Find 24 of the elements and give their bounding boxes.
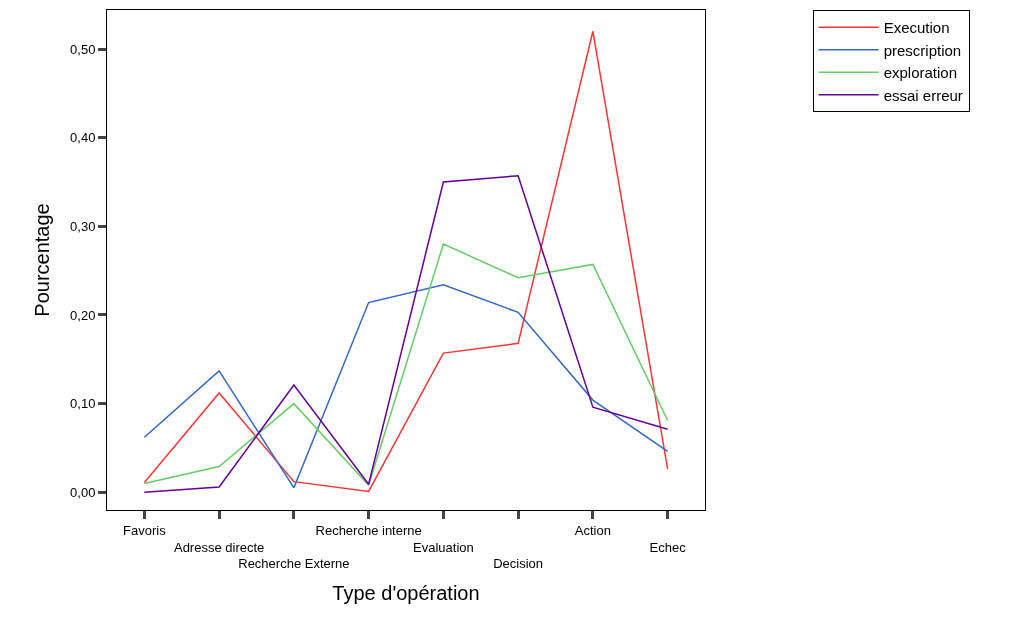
x-tick-label: Adresse directe: [173, 539, 265, 555]
legend-label: prescription: [883, 41, 962, 59]
y-tick-label: 0,00: [70, 484, 96, 500]
legend-label: exploration: [883, 64, 958, 82]
legend-label: Execution: [883, 19, 950, 37]
x-tick-label: Evaluation: [413, 539, 474, 555]
y-tick-label: 0,40: [70, 130, 96, 146]
x-tick-label: Decision: [493, 556, 544, 572]
y-tick-label: 0,10: [70, 396, 96, 412]
line-series: [143, 175, 669, 494]
legend-label: essai erreur: [883, 86, 963, 104]
line-series: [143, 30, 669, 493]
x-tick-label: Action: [574, 522, 611, 538]
x-tick-label: Favoris: [123, 522, 167, 538]
x-tick-label: Recherche interne: [315, 522, 422, 538]
x-tick-label: Recherche Externe: [238, 556, 350, 572]
line-series: [143, 284, 669, 489]
y-tick-label: 0,30: [70, 218, 96, 234]
line-series: [143, 243, 669, 486]
x-tick-label: Echec: [649, 539, 687, 555]
x-axis-title: Type d'opération: [332, 581, 480, 604]
y-axis-title: Pourcentage: [30, 203, 53, 317]
y-tick-label: 0,20: [70, 307, 96, 323]
y-tick-label: 0,50: [70, 41, 96, 57]
